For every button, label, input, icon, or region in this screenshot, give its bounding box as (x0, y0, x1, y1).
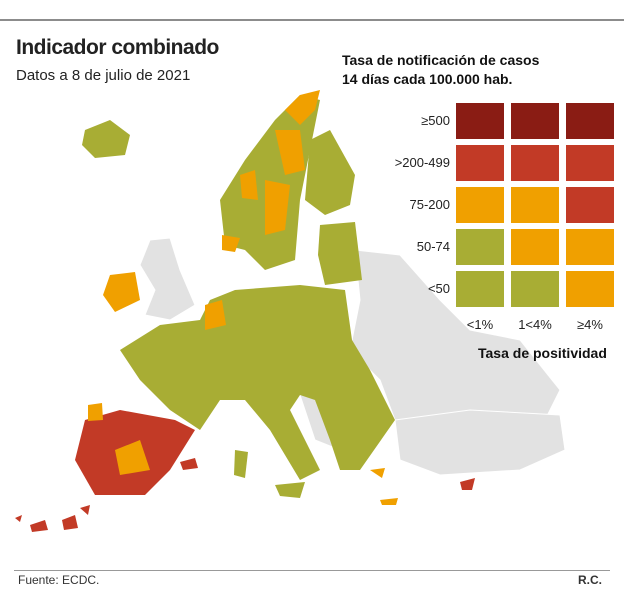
map-netherlands (205, 300, 226, 330)
map-turkey (394, 409, 566, 476)
map-iceland (82, 120, 130, 158)
legend-cell-orange (566, 271, 614, 307)
map-sweden-regions (240, 130, 305, 235)
credit: R.C. (578, 573, 602, 587)
map-north-norway (285, 90, 320, 125)
legend-cell-orange (566, 229, 614, 265)
legend-title-line2: 14 días cada 100.000 hab. (342, 71, 513, 87)
map-sardinia-corsica (234, 450, 248, 478)
chart-title: Indicador combinado (16, 36, 219, 59)
legend-cell-green (511, 271, 559, 307)
map-baltics (318, 222, 362, 285)
chart-subtitle: Datos a 8 de julio de 2021 (16, 67, 191, 84)
map-cyprus (460, 478, 475, 490)
legend-row-label: 50-74 (416, 239, 450, 254)
legend-row-label: ≥500 (421, 113, 450, 128)
legend-column-title: Tasa de positividad (478, 345, 607, 361)
legend-row-label: >200-499 (394, 155, 450, 170)
legend-column-label: 1<4% (518, 317, 552, 332)
map-norway-south (222, 235, 240, 252)
map-central-europe (120, 285, 395, 480)
legend-cell-red (566, 187, 614, 223)
map-greek-islands (370, 468, 398, 505)
map-ireland (103, 272, 140, 312)
legend-cell-orange (456, 187, 504, 223)
map-canary-islands (15, 505, 90, 532)
legend-cell-darkred (511, 103, 559, 139)
legend-title: Tasa de notificación de casos 14 días ca… (342, 51, 539, 89)
legend-cell-red (566, 145, 614, 181)
legend-column-label: <1% (466, 317, 494, 332)
legend-cell-darkred (456, 103, 504, 139)
bottom-rule (14, 570, 610, 571)
legend-cell-red (456, 145, 504, 181)
map-spain-orange-region (88, 403, 150, 475)
legend-cell-green (456, 229, 504, 265)
top-rule (0, 19, 624, 21)
map-balearic-islands (180, 458, 198, 470)
legend-cell-green (456, 271, 504, 307)
legend-row-label: <50 (427, 281, 450, 296)
legend-cell-orange (511, 229, 559, 265)
map-sicily (275, 482, 305, 498)
legend-title-line1: Tasa de notificación de casos (342, 52, 540, 68)
map-finland (305, 130, 355, 215)
legend-cell-darkred (566, 103, 614, 139)
legend-row-label: 75-200 (409, 197, 450, 212)
legend-column-label: ≥4% (577, 317, 603, 332)
source-note: Fuente: ECDC. (18, 573, 100, 587)
map-uk (139, 237, 196, 321)
legend-cell-orange (511, 187, 559, 223)
legend-cell-red (511, 145, 559, 181)
